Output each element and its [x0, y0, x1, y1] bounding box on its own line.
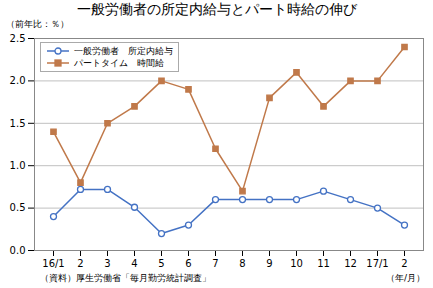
svg-text:16/1: 16/1 — [42, 258, 64, 269]
svg-text:2: 2 — [401, 258, 407, 269]
svg-text:12: 12 — [344, 258, 357, 269]
svg-text:9: 9 — [266, 258, 272, 269]
svg-text:5: 5 — [158, 258, 164, 269]
svg-text:2.5: 2.5 — [10, 33, 26, 44]
svg-text:6: 6 — [185, 258, 191, 269]
svg-text:2: 2 — [77, 258, 83, 269]
svg-text:10: 10 — [290, 258, 303, 269]
svg-text:8: 8 — [239, 258, 245, 269]
svg-text:7: 7 — [212, 258, 218, 269]
svg-text:0.5: 0.5 — [10, 202, 26, 213]
svg-text:17/1: 17/1 — [366, 258, 388, 269]
html-text:一般労働者の所定内給与とパート時給の伸び: 一般労働者の所定内給与とパート時給の伸び — [76, 1, 357, 17]
html-text:一般労働者 所定内給与: 一般労働者 所定内給与 — [74, 46, 173, 56]
svg-text:3: 3 — [104, 258, 110, 269]
svg-text:1.0: 1.0 — [10, 160, 26, 171]
html-text:（年/月）: （年/月） — [386, 273, 425, 283]
html-text:（前年比：％）: （前年比：％） — [6, 19, 69, 29]
svg-text:0.0: 0.0 — [10, 245, 26, 256]
html-text:（資料）厚生労働省「毎月勤労統計調査」: （資料）厚生労働省「毎月勤労統計調査」 — [40, 273, 211, 283]
svg-text:1.5: 1.5 — [10, 118, 26, 129]
svg-text:4: 4 — [131, 258, 137, 269]
html-text:パートタイム 時間給: パートタイム 時間給 — [74, 58, 164, 68]
svg-text:11: 11 — [317, 258, 330, 269]
svg-text:2.0: 2.0 — [10, 75, 26, 86]
